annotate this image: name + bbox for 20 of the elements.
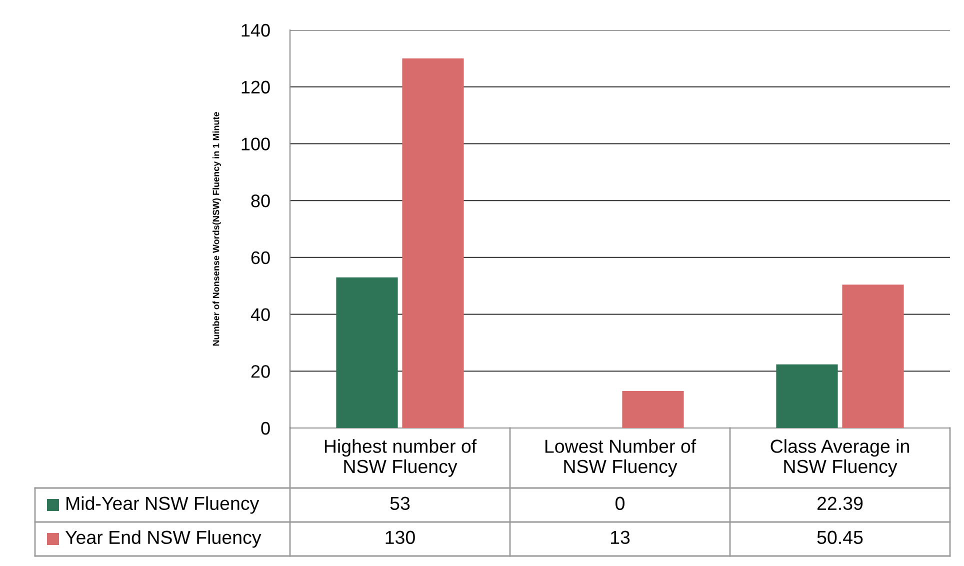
legend-label: Year End NSW Fluency	[65, 530, 262, 548]
legend-label: Mid-Year NSW Fluency	[66, 496, 260, 514]
data-label: 22.39	[817, 496, 863, 510]
y-tick-label: 0	[261, 422, 270, 435]
data-label: 53	[390, 496, 410, 510]
y-axis-title: Number of Nonsense Words(NSW) Fluency in 1 Minute	[212, 112, 221, 346]
y-tick-label: 60	[251, 251, 270, 264]
data-label: 130	[386, 530, 415, 544]
y-tick-label: 100	[242, 138, 270, 150]
x-tick-label: Highest number of NSW Fluency	[324, 439, 477, 477]
y-tick-label: 140	[242, 24, 270, 37]
data-label: 50.45	[817, 530, 863, 544]
data-label: 0	[616, 496, 624, 510]
x-tick-label: Class Average in NSW Fluency	[770, 439, 909, 477]
y-tick-label: 120	[242, 80, 270, 94]
data-label: 13	[611, 530, 630, 544]
y-tick-label: 20	[251, 365, 270, 378]
y-tick-label: 80	[251, 194, 270, 208]
x-tick-label: Lowest Number of NSW Fluency	[545, 439, 696, 477]
y-tick-label: 40	[250, 308, 270, 322]
